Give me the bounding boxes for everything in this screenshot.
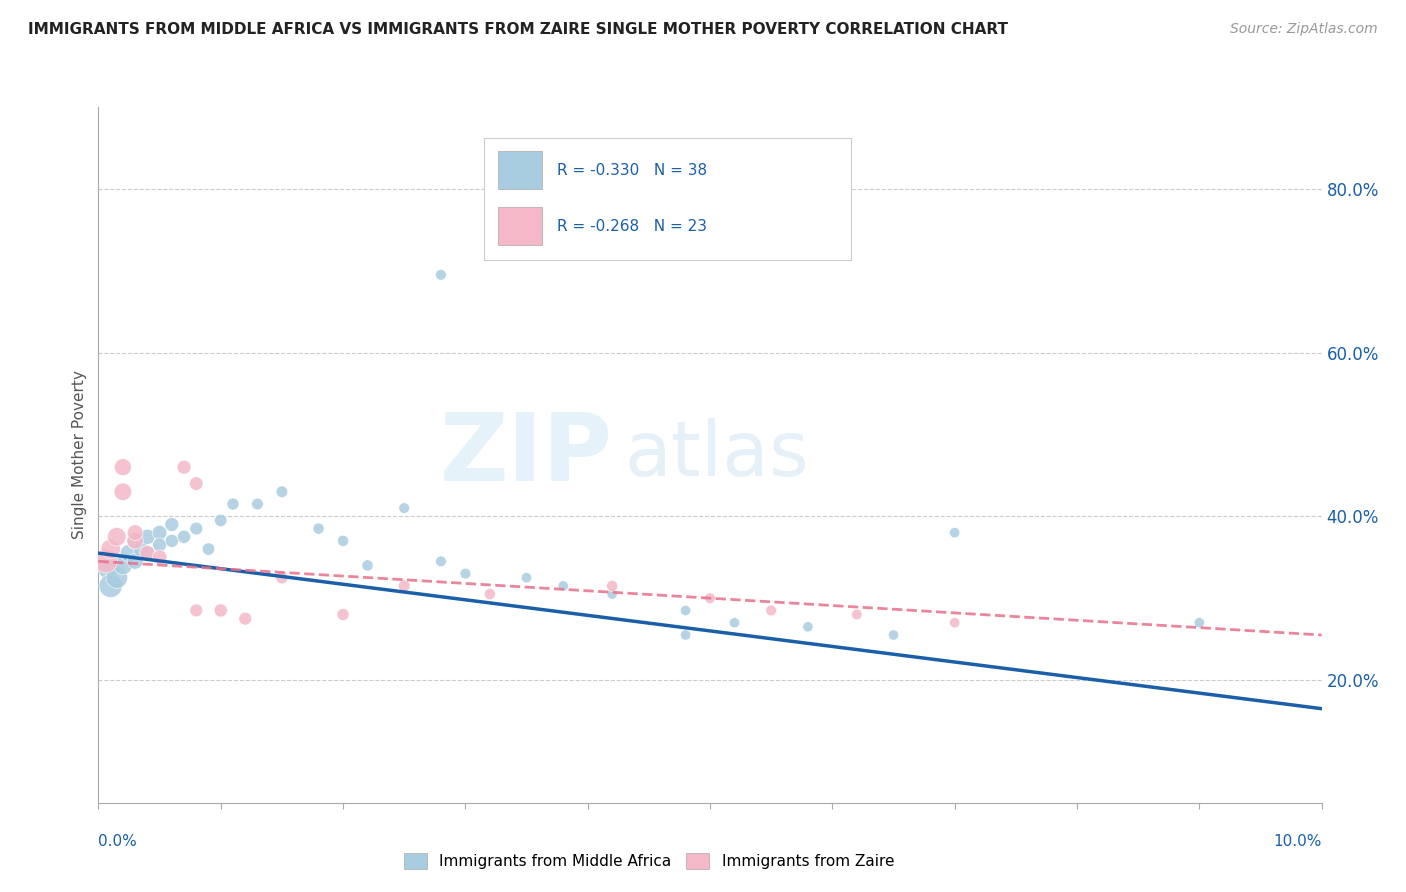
Point — [105, 571, 128, 585]
Point — [430, 268, 453, 282]
Text: ZIP: ZIP — [439, 409, 612, 501]
Point — [149, 525, 172, 540]
Point — [111, 558, 134, 573]
Point — [699, 591, 721, 606]
Text: atlas: atlas — [624, 418, 810, 491]
Point — [454, 566, 477, 581]
Point — [430, 554, 453, 568]
Point — [186, 522, 208, 536]
Point — [149, 538, 172, 552]
Point — [136, 546, 159, 560]
Point — [943, 525, 966, 540]
Point — [124, 525, 146, 540]
Point — [209, 603, 232, 617]
Point — [332, 607, 354, 622]
Point — [209, 513, 232, 527]
Point — [233, 612, 256, 626]
Point — [845, 607, 868, 622]
Text: 10.0%: 10.0% — [1274, 834, 1322, 849]
Point — [308, 522, 330, 536]
Point — [270, 571, 292, 585]
Point — [553, 579, 575, 593]
Point — [186, 476, 208, 491]
Point — [392, 579, 416, 593]
Point — [197, 542, 219, 557]
Point — [478, 587, 501, 601]
Point — [124, 554, 146, 568]
Point — [173, 530, 195, 544]
Text: 0.0%: 0.0% — [98, 834, 138, 849]
Y-axis label: Single Mother Poverty: Single Mother Poverty — [72, 370, 87, 540]
Point — [723, 615, 745, 630]
Point — [675, 603, 697, 617]
Point — [94, 554, 117, 568]
Point — [943, 615, 966, 630]
Point — [675, 628, 697, 642]
Point — [1188, 615, 1211, 630]
Text: IMMIGRANTS FROM MIDDLE AFRICA VS IMMIGRANTS FROM ZAIRE SINGLE MOTHER POVERTY COR: IMMIGRANTS FROM MIDDLE AFRICA VS IMMIGRA… — [28, 22, 1008, 37]
Point — [100, 542, 122, 557]
Legend: Immigrants from Middle Africa, Immigrants from Zaire: Immigrants from Middle Africa, Immigrant… — [398, 847, 900, 875]
Point — [136, 546, 159, 560]
Point — [100, 579, 122, 593]
Point — [124, 533, 146, 548]
Point — [332, 533, 354, 548]
Point — [246, 497, 269, 511]
Point — [160, 533, 183, 548]
Point — [136, 530, 159, 544]
Point — [600, 579, 623, 593]
Point — [600, 587, 623, 601]
Point — [173, 460, 195, 475]
Point — [149, 550, 172, 565]
Text: Source: ZipAtlas.com: Source: ZipAtlas.com — [1230, 22, 1378, 37]
Point — [356, 558, 378, 573]
Point — [111, 484, 134, 499]
Point — [883, 628, 905, 642]
Point — [124, 533, 146, 548]
Point — [222, 497, 245, 511]
Point — [392, 501, 416, 516]
Point — [270, 484, 292, 499]
Point — [759, 603, 782, 617]
Point — [129, 542, 152, 557]
Point — [160, 517, 183, 532]
Point — [97, 562, 120, 576]
Point — [118, 546, 141, 560]
Point — [111, 460, 134, 475]
Point — [105, 530, 128, 544]
Point — [797, 620, 820, 634]
Point — [516, 571, 538, 585]
Point — [186, 603, 208, 617]
